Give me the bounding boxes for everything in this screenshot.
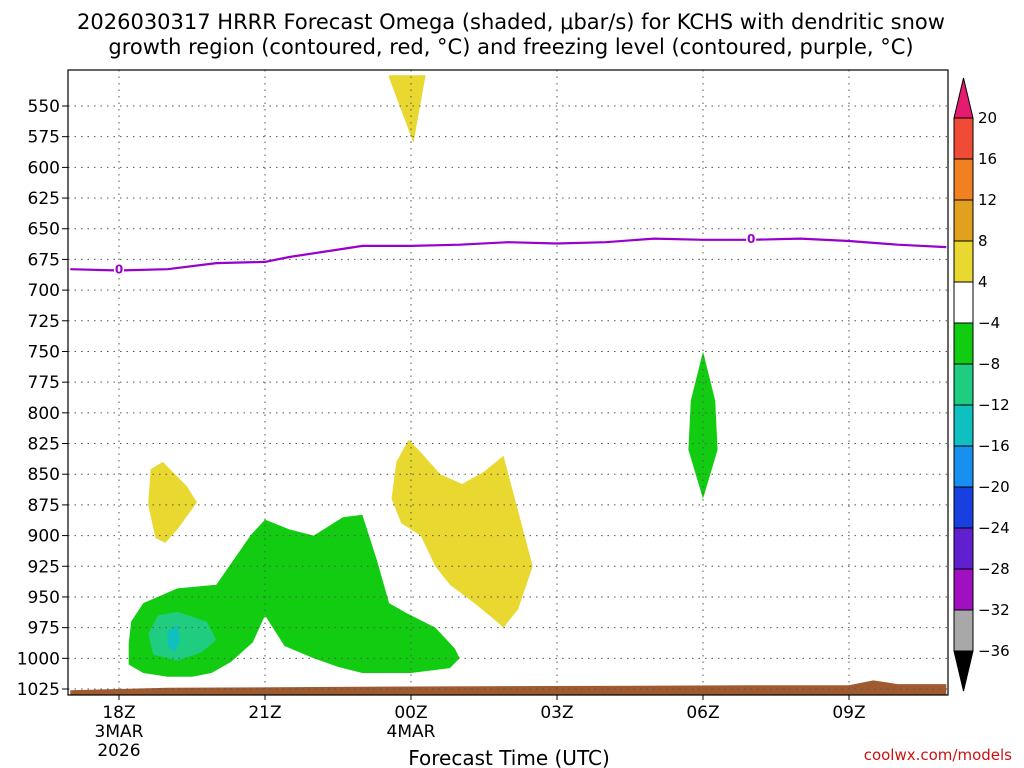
- x-tick-label-03Z: 03Z: [540, 703, 573, 723]
- y-tick-label-900: 900: [28, 527, 60, 547]
- y-tick-label-775: 775: [28, 373, 60, 393]
- colorbar-bin-3: [953, 240, 974, 283]
- omega-shading: [70, 75, 947, 695]
- freezing-label-bg-1: [746, 231, 757, 246]
- y-tick-label-650: 650: [28, 220, 60, 240]
- omega-region-5: [167, 625, 180, 653]
- y-tick-label-725: 725: [28, 312, 60, 332]
- chart-title-line-2: growth region (contoured, red, °C) and f…: [108, 35, 913, 59]
- colorbar-label-5: −4: [978, 314, 1000, 332]
- omega-region-2: [391, 439, 533, 628]
- x-tick-label-21Z: 21Z: [248, 703, 281, 723]
- colorbar-bottom-arrow: [953, 650, 974, 692]
- colorbar-bin-10: [953, 527, 974, 570]
- freezing-level-contour: 00: [70, 231, 947, 277]
- y-tick-label-925: 925: [28, 557, 60, 577]
- y-tick-label-950: 950: [28, 588, 60, 608]
- colorbar-label-2: 12: [978, 191, 997, 209]
- y-tick-label-1025: 1025: [17, 680, 60, 700]
- omega-region-1: [148, 461, 197, 543]
- y-tick-label-575: 575: [28, 128, 60, 148]
- colorbar-label-13: −36: [978, 642, 1010, 660]
- y-tick-label-750: 750: [28, 342, 60, 362]
- omega-region-0: [389, 75, 426, 143]
- colorbar-label-11: −28: [978, 560, 1010, 578]
- y-tick-label-875: 875: [28, 496, 60, 516]
- freezing-level-line: [70, 237, 947, 272]
- colorbar-top-arrow: [953, 77, 974, 119]
- y-tick-label-675: 675: [28, 250, 60, 270]
- colorbar-label-8: −16: [978, 437, 1010, 455]
- colorbar-bin-8: [953, 445, 974, 488]
- credit-link[interactable]: coolwx.com/models: [864, 746, 1012, 764]
- colorbar-bin-9: [953, 486, 974, 529]
- chart-title: 2026030317 HRRR Forecast Omega (shaded, …: [77, 10, 945, 59]
- y-tick-label-975: 975: [28, 619, 60, 639]
- chart-title-line-1: 2026030317 HRRR Forecast Omega (shaded, …: [77, 10, 945, 34]
- colorbar-bin-5: [953, 322, 974, 365]
- colorbar-label-3: 8: [978, 232, 988, 250]
- colorbar-label-6: −8: [978, 355, 1000, 373]
- freezing-label-bg-0: [114, 262, 124, 277]
- y-tick-label-825: 825: [28, 435, 60, 455]
- colorbar-bin-11: [953, 568, 974, 611]
- colorbar-bin-6: [953, 363, 974, 406]
- colorbar-label-9: −20: [978, 478, 1010, 496]
- colorbar-bin-7: [953, 404, 974, 447]
- colorbar-bin-0: [953, 117, 974, 160]
- y-tick-label-550: 550: [28, 97, 60, 117]
- colorbar-bin-2: [953, 199, 974, 242]
- gridlines: [68, 70, 948, 695]
- freezing-level-label-1: 0: [747, 232, 755, 246]
- x-tick-year-18Z: 2026: [97, 741, 140, 761]
- omega-colorbar: 20 16 12 8 4 −4 −8 −12 −16 −20 −24 −28 −32 −36: [953, 77, 1010, 692]
- freezing-level-label-0: 0: [115, 263, 123, 277]
- y-tick-label-1000: 1000: [17, 649, 60, 669]
- x-tick-date-18Z: 3MAR: [95, 722, 144, 742]
- colorbar-label-12: −32: [978, 601, 1010, 619]
- colorbar-label-10: −24: [978, 519, 1010, 537]
- y-tick-label-625: 625: [28, 189, 60, 209]
- colorbar-label-7: −12: [978, 396, 1010, 414]
- colorbar-label-0: 20: [978, 109, 997, 127]
- x-tick-label-18Z: 18Z: [102, 703, 135, 723]
- omega-region-4: [148, 611, 217, 661]
- colorbar-label-1: 16: [978, 150, 997, 168]
- x-axis-label: Forecast Time (UTC): [408, 746, 610, 768]
- colorbar-label-4: 4: [978, 273, 988, 291]
- terrain-surface: [70, 680, 947, 695]
- x-tick-label-09Z: 09Z: [832, 703, 865, 723]
- x-tick-label-00Z: 00Z: [394, 703, 427, 723]
- y-tick-label-700: 700: [28, 281, 60, 301]
- y-tick-label-850: 850: [28, 465, 60, 485]
- x-tick-label-06Z: 06Z: [686, 703, 719, 723]
- y-tick-label-600: 600: [28, 158, 60, 178]
- omega-region-6: [688, 351, 718, 499]
- y-tick-label-800: 800: [28, 404, 60, 424]
- colorbar-bin-4: [953, 281, 974, 324]
- y-axis-pressure: 550 575 600 625 650 675 700 725 750 775 800 825 850 8…: [17, 97, 68, 700]
- colorbar-bin-12: [953, 609, 974, 652]
- colorbar-bin-1: [953, 158, 974, 201]
- x-tick-date-00Z: 4MAR: [387, 722, 436, 742]
